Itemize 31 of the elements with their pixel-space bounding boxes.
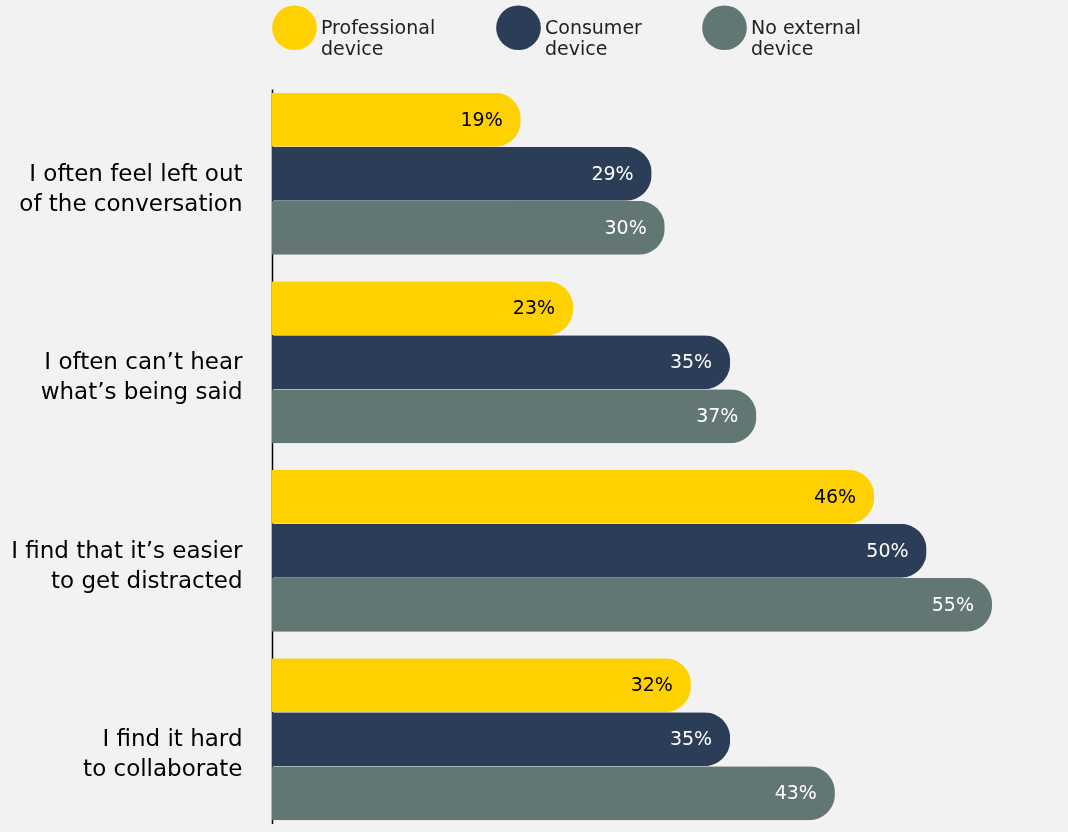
- bar: [272, 712, 731, 767]
- y-tick-label: I often feel left out of the conversation: [19, 159, 243, 216]
- bar: [272, 335, 731, 390]
- data-label: 23%: [512, 296, 556, 319]
- y-tick-label: I find it hard to collaborate: [83, 725, 243, 782]
- data-label: 35%: [669, 350, 713, 373]
- bar: [272, 766, 835, 821]
- bar: [272, 92, 521, 147]
- data-label: 30%: [604, 215, 647, 238]
- data-label: 19%: [460, 107, 503, 130]
- bar: [272, 523, 927, 578]
- bar: [272, 577, 992, 632]
- legend-label: No external device: [751, 15, 862, 59]
- legend-label: Professional device: [321, 15, 436, 59]
- data-label: 46%: [813, 484, 857, 507]
- y-tick-label: I find that it’s easier to get distracted: [11, 536, 244, 593]
- data-label: 29%: [591, 161, 634, 184]
- bar: [272, 200, 665, 255]
- bar: [272, 658, 691, 713]
- data-label: 35%: [669, 727, 713, 750]
- data-label: 50%: [866, 538, 909, 561]
- y-tick-label: I often can’t hear what’s being said: [40, 348, 244, 405]
- bar: [272, 389, 757, 444]
- data-label: 43%: [774, 781, 817, 804]
- data-label: 32%: [630, 673, 673, 696]
- bar: [272, 146, 652, 201]
- bar: [272, 469, 875, 524]
- data-label: 37%: [696, 404, 739, 427]
- data-label: 55%: [931, 592, 974, 615]
- legend-label: Consumer device: [545, 15, 643, 59]
- bar: [272, 281, 574, 336]
